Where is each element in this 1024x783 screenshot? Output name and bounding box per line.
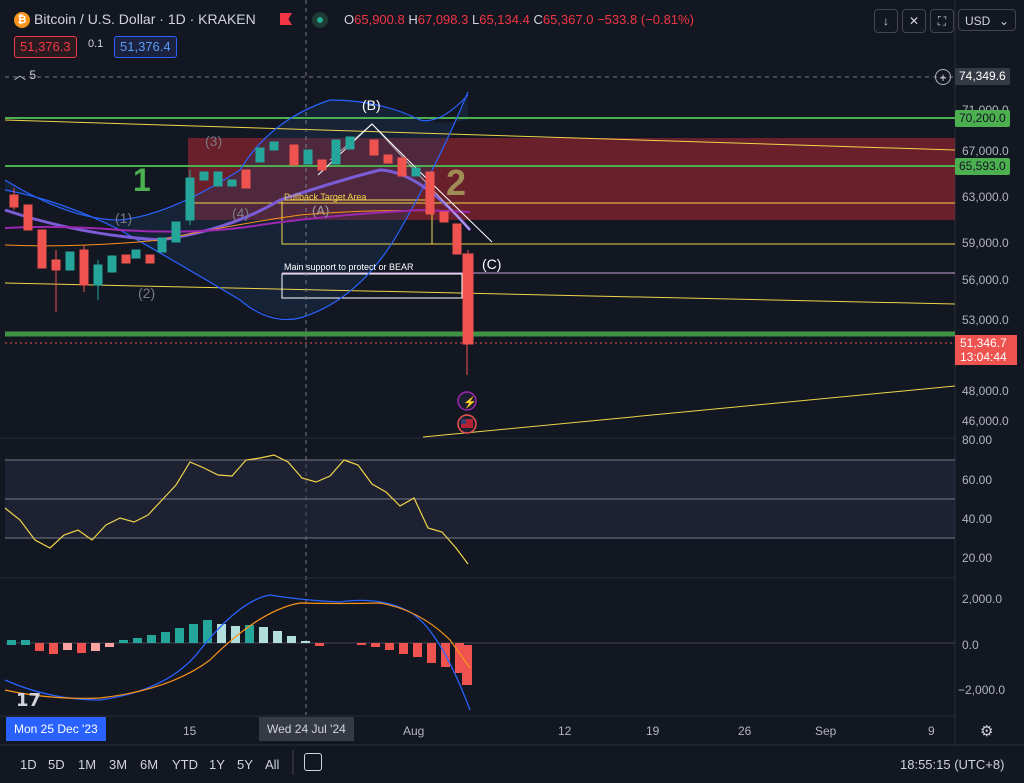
symbol-title[interactable]: Bitcoin / U.S. Dollar · 1D · KRAKEN (34, 11, 256, 27)
level-tag-65593: 65,593.0 (955, 158, 1010, 175)
price-label: 56,000.0 (962, 273, 1009, 287)
sub-wave-2-label: (2) (138, 285, 156, 301)
timeframe-all[interactable]: All (265, 757, 280, 772)
wave-c-label: (C) (482, 256, 502, 272)
price-label: 48,000.0 (962, 384, 1009, 398)
timeframe-5d[interactable]: 5D (48, 757, 65, 772)
timeframe-ytd[interactable]: YTD (172, 757, 198, 772)
signal-line (4, 602, 471, 699)
wave-b-label: (B) (362, 97, 381, 113)
candles (9, 136, 474, 375)
currency-select[interactable]: USD ⌄ (958, 9, 1016, 31)
price-label: 67,000.0 (962, 144, 1009, 158)
flag-icon[interactable] (280, 13, 292, 25)
fullscreen-icon[interactable]: ⛶ (930, 9, 954, 33)
chevron-up-icon: ︿ (14, 68, 27, 82)
timeframe-1m[interactable]: 1M (78, 757, 97, 772)
wave-2-label: 2 (446, 162, 467, 203)
lightning-event-icon (457, 391, 477, 411)
wave-a-label: (A) (312, 203, 330, 218)
price-label: 63,000.0 (962, 190, 1009, 204)
sub-wave-3-label: (3) (205, 133, 223, 149)
macd-axis-label: −2,000.0 (958, 683, 1006, 697)
rsi-axis-label: 20.00 (962, 551, 993, 565)
crosshair-price-tag: 74,349.6 (955, 68, 1010, 85)
time-label: 19 (646, 724, 660, 738)
time-label: Aug (403, 724, 425, 738)
time-label: 15 (183, 724, 197, 738)
main-support-label: Main support to protect or BEAR (284, 262, 414, 272)
download-icon[interactable]: ↓ (874, 9, 898, 33)
rsi-line (4, 454, 469, 565)
sub-wave-4-label: (4) (232, 205, 250, 221)
current-price-tag: 51,346.7 13:04:44 (955, 335, 1017, 365)
rsi-axis-label: 40.00 (962, 512, 993, 526)
rsi-axis-label: 60.00 (962, 473, 993, 487)
date-range-icon[interactable] (304, 753, 322, 771)
spread-value: 0.1 (88, 38, 104, 50)
buy-button[interactable]: 51,376.4 (114, 36, 177, 58)
time-label: 26 (738, 724, 752, 738)
time-label: 9 (928, 724, 935, 738)
settings-gear-icon[interactable]: ⚙ (980, 723, 994, 740)
timeframe-5y[interactable]: 5Y (237, 757, 253, 772)
time-label: Sep (815, 724, 837, 738)
level-tag-70200: 70,200.0 (955, 110, 1010, 127)
time-label: 12 (558, 724, 572, 738)
clock-timezone[interactable]: 18:55:15 (UTC+8) (900, 757, 1005, 772)
price-label: 53,000.0 (962, 313, 1009, 327)
price-label: 46,000.0 (962, 414, 1009, 428)
bitcoin-logo-icon: ₿ (14, 12, 30, 28)
svg-text:⚡: ⚡ (463, 396, 477, 409)
timeframe-1y[interactable]: 1Y (209, 757, 225, 772)
rsi-axis-label: 80.00 (962, 433, 993, 447)
sell-button[interactable]: 51,376.3 (14, 36, 77, 58)
price-label: 59,000.0 (962, 236, 1009, 250)
collapse-icon[interactable]: ✕ (902, 9, 926, 33)
timeframe-6m[interactable]: 6M (140, 757, 159, 772)
wave-1-label: 1 (133, 162, 151, 198)
timeframe-1d[interactable]: 1D (20, 757, 37, 772)
time-crosshair-label: Wed 24 Jul '24 (259, 717, 354, 741)
chevron-down-icon: ⌄ (998, 14, 1009, 28)
sub-wave-1-label: (1) (115, 210, 133, 226)
macd-histogram (7, 620, 472, 685)
tradingview-logo-icon: 𝟭𝟳 (16, 690, 41, 710)
ohlc-values: O65,900.8 H67,098.3 L65,134.4 C65,367.0 … (344, 12, 694, 27)
time-highlight-start: Mon 25 Dec '23 (6, 717, 106, 741)
resistance-zone (188, 138, 955, 220)
macd-axis-label: 0.0 (962, 638, 979, 652)
add-alert-icon[interactable]: + (935, 69, 951, 85)
timeframe-3m[interactable]: 3M (109, 757, 128, 772)
indicators-toggle[interactable]: ︿ 5 (14, 68, 37, 82)
macd-axis-label: 2,000.0 (962, 592, 1003, 606)
market-status-icon[interactable] (312, 12, 328, 28)
pullback-target-label: Pullback Target Area (284, 192, 367, 202)
